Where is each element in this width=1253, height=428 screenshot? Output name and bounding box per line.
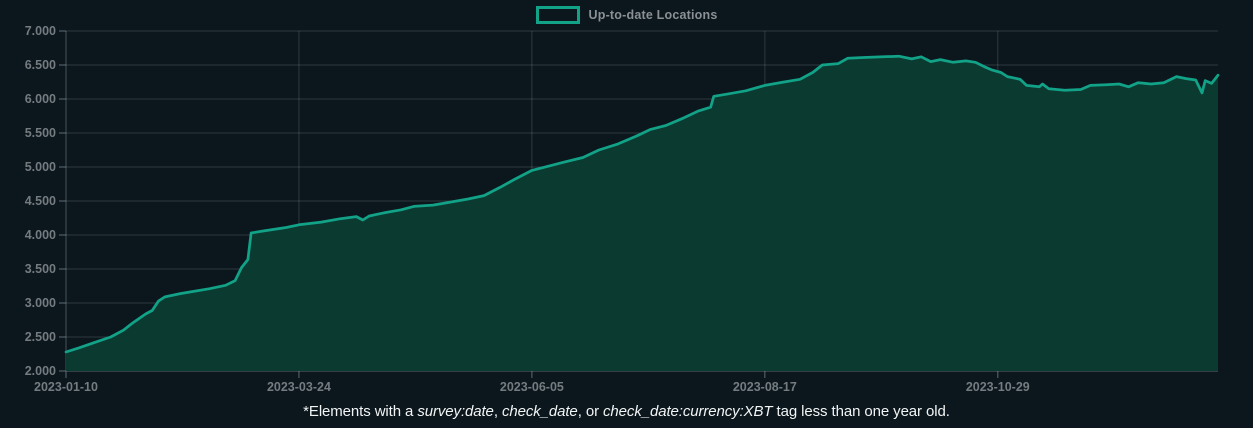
y-tick-label: 5.000 — [24, 160, 56, 174]
footnote-text: , or — [577, 403, 604, 420]
y-tick-label: 6.500 — [24, 58, 56, 72]
series-line[interactable] — [64, 54, 1220, 354]
y-tick-label: 3.500 — [24, 262, 56, 276]
x-tick-label: 2023-01-10 — [34, 380, 98, 394]
footnote: *Elements with a survey:date, check_date… — [0, 403, 1253, 420]
y-tick-label: 3.000 — [24, 296, 56, 310]
legend-item[interactable]: Up-to-date Locations — [0, 6, 1253, 24]
y-tick-label: 4.500 — [24, 194, 56, 208]
footnote-text: *Elements with a — [303, 403, 418, 420]
x-tick-label: 2023-06-05 — [499, 380, 564, 394]
footnote-tag-name: survey:date — [417, 403, 494, 420]
footnote-tag-name: check_date:currency:XBT — [603, 403, 773, 420]
y-tick-label: 4.000 — [24, 228, 56, 242]
y-tick-label: 5.500 — [24, 126, 56, 140]
footnote-text: , — [493, 403, 502, 420]
footnote-text: tag less than one year old. — [772, 403, 950, 420]
x-tick-label: 2023-08-17 — [732, 380, 797, 394]
legend-label: Up-to-date Locations — [588, 8, 718, 22]
x-tick-label: 2023-10-29 — [965, 380, 1030, 394]
y-tick-label: 2.000 — [24, 364, 56, 378]
legend-swatch-icon — [535, 6, 580, 24]
x-tick-label: 2023-03-24 — [266, 380, 331, 394]
footnote-tag-name: check_date — [501, 403, 578, 420]
y-tick-label: 6.000 — [24, 92, 56, 106]
y-tick-label: 2.500 — [24, 330, 56, 344]
y-tick-label: 7.000 — [24, 24, 56, 38]
series-area-fill — [66, 56, 1218, 371]
